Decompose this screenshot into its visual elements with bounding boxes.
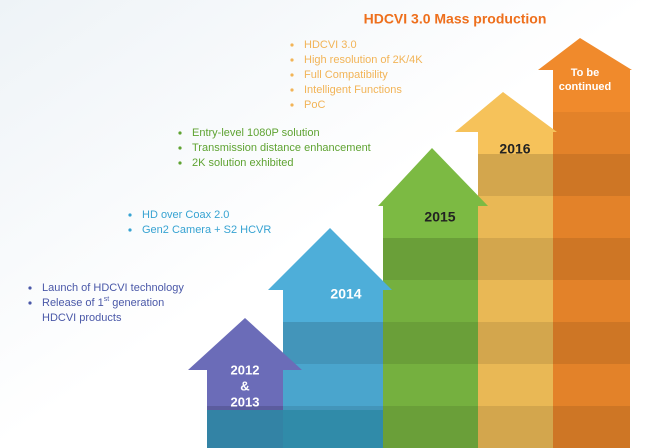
- stair-step: [553, 280, 630, 322]
- step-label: continued: [559, 81, 612, 93]
- bullet-text: HDCVI 3.0: [304, 39, 357, 51]
- stair-step: [283, 364, 383, 406]
- stair-step: [478, 154, 553, 196]
- bullet-part: Launch of HDCVI technology: [42, 282, 184, 294]
- step-label: 2016: [499, 141, 530, 157]
- bullet-part: Gen2 Camera + S2 HCVR: [142, 224, 271, 236]
- stair-step: [383, 280, 478, 322]
- bullet-part: 2K solution exhibited: [192, 157, 294, 169]
- step-label: 2013: [231, 394, 260, 409]
- stair-base: [207, 410, 383, 448]
- roadmap: 2012&2013 Launch of HDCVI technology Relea…: [0, 0, 656, 448]
- step-label: 2014: [330, 286, 361, 302]
- bullet-part: Full Compatibility: [304, 69, 388, 81]
- bullet-part: Release of 1: [42, 297, 104, 309]
- title: HDCVI 3.0 Mass production: [364, 11, 547, 27]
- stair-step: [478, 238, 553, 280]
- bullet-dot: [290, 103, 293, 106]
- stair-step: [553, 406, 630, 448]
- stair-step: [478, 280, 553, 322]
- stair-step: [553, 364, 630, 406]
- bullet-text: Gen2 Camera + S2 HCVR: [142, 224, 271, 236]
- bullet-dot: [128, 213, 131, 216]
- bullet-text: Full Compatibility: [304, 69, 388, 81]
- bullet-dot: [290, 73, 293, 76]
- step-label: 2012: [231, 362, 260, 377]
- stair-step: [283, 322, 383, 364]
- bullet-text: PoC: [304, 99, 325, 111]
- stair-step: [478, 196, 553, 238]
- bullet-dot: [28, 301, 31, 304]
- bullet-dot: [290, 58, 293, 61]
- stair-step: [553, 322, 630, 364]
- bullet-text: Release of 1st generation: [42, 296, 164, 309]
- stair-step: [478, 322, 553, 364]
- bullet-text: Transmission distance enhancement: [192, 142, 371, 154]
- bullet-part: HD over Coax 2.0: [142, 209, 229, 221]
- stair-step: [553, 154, 630, 196]
- bullet-part: High resolution of 2K/4K: [304, 54, 423, 66]
- bullet-text: HD over Coax 2.0: [142, 209, 229, 221]
- stair-step: [383, 238, 478, 280]
- bullet-text: High resolution of 2K/4K: [304, 54, 423, 66]
- step-label: &: [240, 378, 249, 393]
- bullet-part: Entry-level 1080P solution: [192, 127, 320, 139]
- step-label: 2015: [424, 209, 455, 225]
- stair-step: [383, 406, 478, 448]
- bullet-dot: [290, 43, 293, 46]
- bullet-dot: [128, 228, 131, 231]
- bullet-dot: [178, 146, 181, 149]
- stair-step: [553, 112, 630, 154]
- stair-step: [478, 364, 553, 406]
- bullet-text: 2K solution exhibited: [192, 157, 294, 169]
- bullet-part: HDCVI 3.0: [304, 39, 357, 51]
- stair-step: [553, 238, 630, 280]
- bullet-dot: [290, 88, 293, 91]
- stair-step: [383, 322, 478, 364]
- bullet-part: PoC: [304, 99, 325, 111]
- bullet-text: Intelligent Functions: [304, 84, 402, 96]
- bullet-text: Launch of HDCVI technology: [42, 282, 184, 294]
- step-label: To be: [571, 67, 600, 79]
- bullet-dot: [178, 131, 181, 134]
- stair-step: [553, 196, 630, 238]
- stair-step: [383, 364, 478, 406]
- stair-step: [478, 406, 553, 448]
- bullet-part: generation: [109, 297, 164, 309]
- bullet-continuation: HDCVI products: [42, 312, 122, 324]
- bullet-part: Intelligent Functions: [304, 84, 402, 96]
- bullet-dot: [178, 161, 181, 164]
- bullet-text: Entry-level 1080P solution: [192, 127, 320, 139]
- bullet-part: Transmission distance enhancement: [192, 142, 371, 154]
- bullet-dot: [28, 286, 31, 289]
